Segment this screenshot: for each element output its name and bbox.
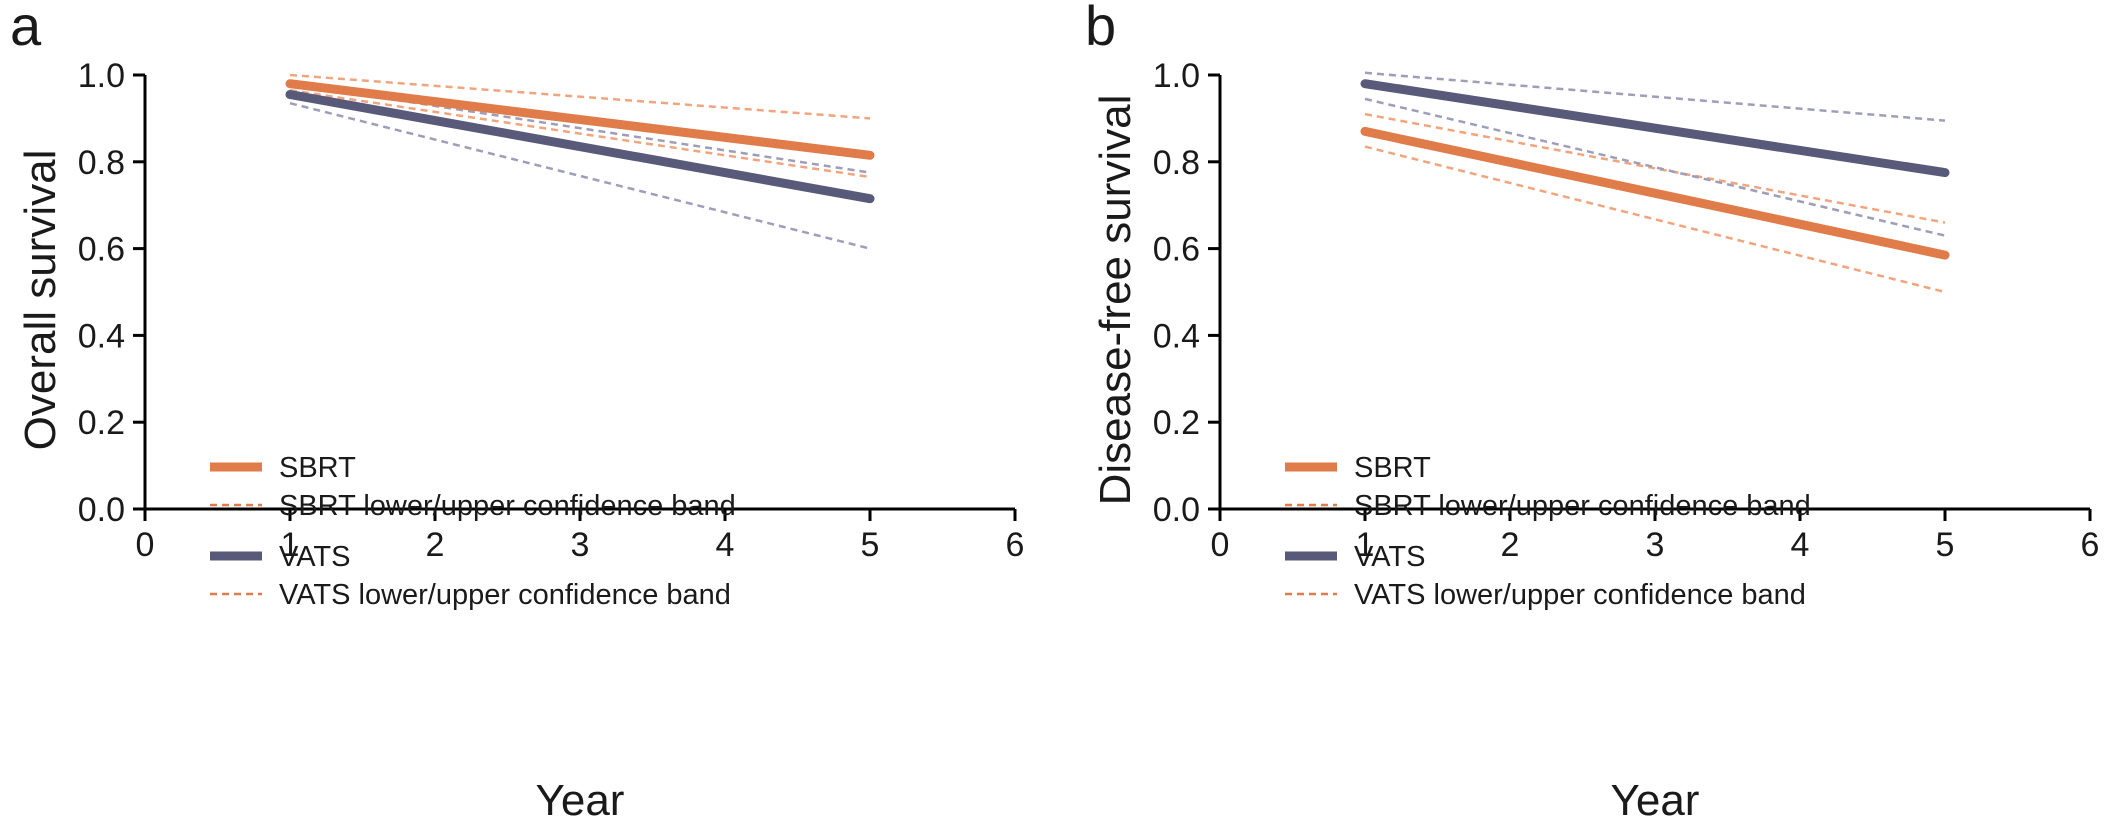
legend: SBRT SBRT lower/upper confidence band VATS…: [1285, 452, 1811, 611]
y-tick-label: 0.2: [78, 404, 125, 442]
x-tick-label: 6: [1006, 526, 1025, 564]
chart-b-svg: b 0 1 2 3 4 5 6 0.0 0.2 0.4 0.6 0.8 1.0 Year Disease-fr…: [1085, 0, 2100, 825]
x-tick-label: 3: [1646, 526, 1665, 564]
vats-lower-upper-confidence-band-band-line: [289, 101, 871, 250]
x-tick-label: 5: [1936, 526, 1955, 564]
y-tick-label: 0.2: [1153, 404, 1200, 442]
x-tick-label: 2: [1501, 526, 1520, 564]
y-tick-label: 1.0: [78, 57, 125, 95]
x-tick-label: 0: [136, 526, 155, 564]
vats-line: [285, 90, 875, 204]
legend-label: SBRT: [279, 452, 356, 484]
y-tick-label: 0.8: [78, 144, 125, 182]
legend-label: VATS: [279, 541, 350, 573]
sbrt-line: [285, 79, 875, 160]
vats-line: [1360, 79, 1950, 178]
x-tick-label: 4: [716, 526, 735, 564]
chart-a-svg: a 0 1 2 3 4 5 6 0.0 0.2 0.4 0.6 0.8 1.0 Year Overall su…: [10, 0, 1025, 825]
x-tick-label: 4: [1791, 526, 1810, 564]
legend: SBRT SBRT lower/upper confidence band VATS…: [210, 452, 736, 611]
legend-label: SBRT lower/upper confidence band: [279, 490, 736, 522]
legend-label: SBRT: [1354, 452, 1431, 484]
sbrt-lower-upper-confidence-band-band-line: [1364, 145, 1946, 294]
chart-panel-a: a 0 1 2 3 4 5 6 0.0 0.2 0.4 0.6 0.8 1.0 Year Overall su…: [0, 0, 1053, 826]
x-tick-label: 1: [281, 526, 300, 564]
y-tick-label: 0.4: [1153, 317, 1200, 355]
y-axis-title: Disease-free survival: [1091, 95, 1140, 506]
sbrt-line: [1360, 126, 1950, 260]
y-tick-label: 1.0: [1153, 57, 1200, 95]
legend-label: VATS lower/upper confidence band: [1354, 579, 1806, 611]
legend-label: VATS: [1354, 541, 1425, 573]
y-tick-label: 0.0: [1153, 491, 1200, 529]
sbrt-lower-upper-confidence-band-band-line: [289, 88, 871, 179]
legend-label: SBRT lower/upper confidence band: [1354, 490, 1811, 522]
sbrt-lower-upper-confidence-band-band-line: [289, 73, 871, 120]
y-tick-label: 0.0: [78, 491, 125, 529]
y-tick-label: 0.4: [78, 317, 125, 355]
x-tick-label: 3: [571, 526, 590, 564]
y-tick-label: 0.6: [1153, 231, 1200, 269]
sbrt-lower-upper-confidence-band-band-line: [1364, 112, 1946, 224]
y-tick-label: 0.6: [78, 231, 125, 269]
x-tick-label: 0: [1211, 526, 1230, 564]
panel-letter: b: [1085, 0, 1116, 57]
panel-letter: a: [10, 0, 42, 57]
x-tick-label: 5: [861, 526, 880, 564]
chart-panel-b: b 0 1 2 3 4 5 6 0.0 0.2 0.4 0.6 0.8 1.0 Year Disease-fr…: [1075, 0, 2128, 826]
vats-lower-upper-confidence-band-band-line: [1364, 97, 1946, 237]
vats-lower-upper-confidence-band-band-line: [1364, 71, 1946, 122]
y-tick-label: 0.8: [1153, 144, 1200, 182]
x-tick-label: 6: [2081, 526, 2100, 564]
x-tick-label: 2: [426, 526, 445, 564]
x-axis-title: Year: [536, 776, 625, 821]
y-axis-title: Overall survival: [16, 150, 65, 451]
x-tick-label: 1: [1356, 526, 1375, 564]
x-axis-title: Year: [1611, 776, 1700, 821]
legend-label: VATS lower/upper confidence band: [279, 579, 731, 611]
